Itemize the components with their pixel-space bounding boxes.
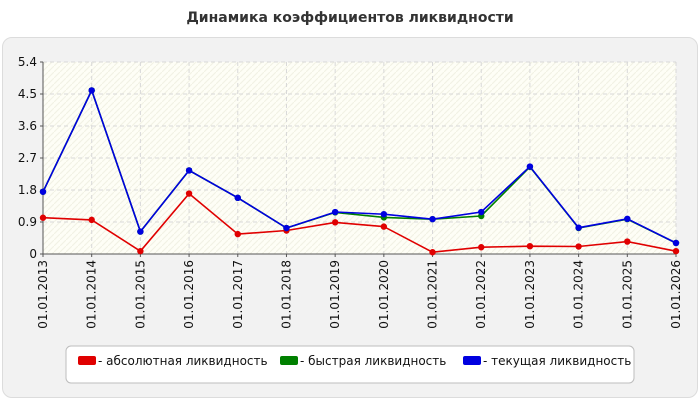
data-point [331,208,339,216]
x-tick-label: 01.01.2026 [669,260,683,329]
x-tick-label: 01.01.2020 [377,260,391,329]
data-point [137,228,144,235]
data-point [234,230,241,238]
data-point [331,219,339,226]
data-point [478,244,485,251]
series-line [42,88,677,244]
x-tick-label: 01.01.2024 [572,260,586,329]
data-point [624,215,631,222]
data-point [575,224,582,231]
x-tick-label: 01.01.2025 [620,260,634,329]
data-point [575,243,582,250]
y-tick-label: 4.5 [18,87,37,101]
series-3 [39,87,680,247]
x-tick-label: 01.01.2018 [279,260,293,329]
data-point [672,247,680,255]
data-point [39,188,47,195]
data-point [380,210,388,218]
data-point [380,223,388,230]
y-tick-label: 3.6 [18,119,37,133]
legend-swatch [463,356,481,365]
x-tick-label: 01.01.2014 [85,260,99,329]
x-tick-label: 01.01.2017 [231,260,245,329]
y-tick-label: 0 [29,247,37,261]
legend-swatch [280,356,298,365]
data-point [624,238,631,245]
x-tick-label: 01.01.2019 [328,260,342,329]
data-point [672,239,680,247]
data-point [478,208,485,216]
legend-label: - абсолютная ликвидность [98,354,268,368]
y-tick-label: 1.8 [18,183,37,197]
data-point [429,215,436,223]
data-point [39,214,47,221]
x-tick-label: 01.01.2022 [474,260,488,329]
data-point [88,216,95,224]
x-tick-label: 01.01.2023 [523,260,537,329]
data-point [429,249,436,256]
legend: - абсолютная ликвидность - быстрая ликвид… [65,345,635,384]
x-tick-label: 01.01.2016 [182,260,196,329]
legend-label: - текущая ликвидность [483,354,631,368]
legend-swatch [78,356,96,365]
x-tick-label: 01.01.2013 [36,260,50,329]
chart-title: Динамика коэффициентов ликвидности [186,10,514,26]
x-tick-label: 01.01.2021 [426,260,440,329]
legend-label: - быстрая ликвидность [300,354,446,368]
data-point [526,242,534,250]
series-line [42,192,677,254]
y-tick-label: 2.7 [18,151,37,165]
x-tick-label: 01.01.2015 [133,260,147,329]
data-point [185,190,193,197]
y-tick-label: 0.9 [18,215,37,229]
y-tick-label: 5.4 [18,55,37,69]
data-point [526,163,534,170]
data-point [137,247,144,255]
data-point [88,87,95,94]
series-1 [39,190,680,256]
data-point [283,224,290,232]
data-point [185,167,193,174]
legend-box [65,345,635,384]
data-point [234,194,241,202]
